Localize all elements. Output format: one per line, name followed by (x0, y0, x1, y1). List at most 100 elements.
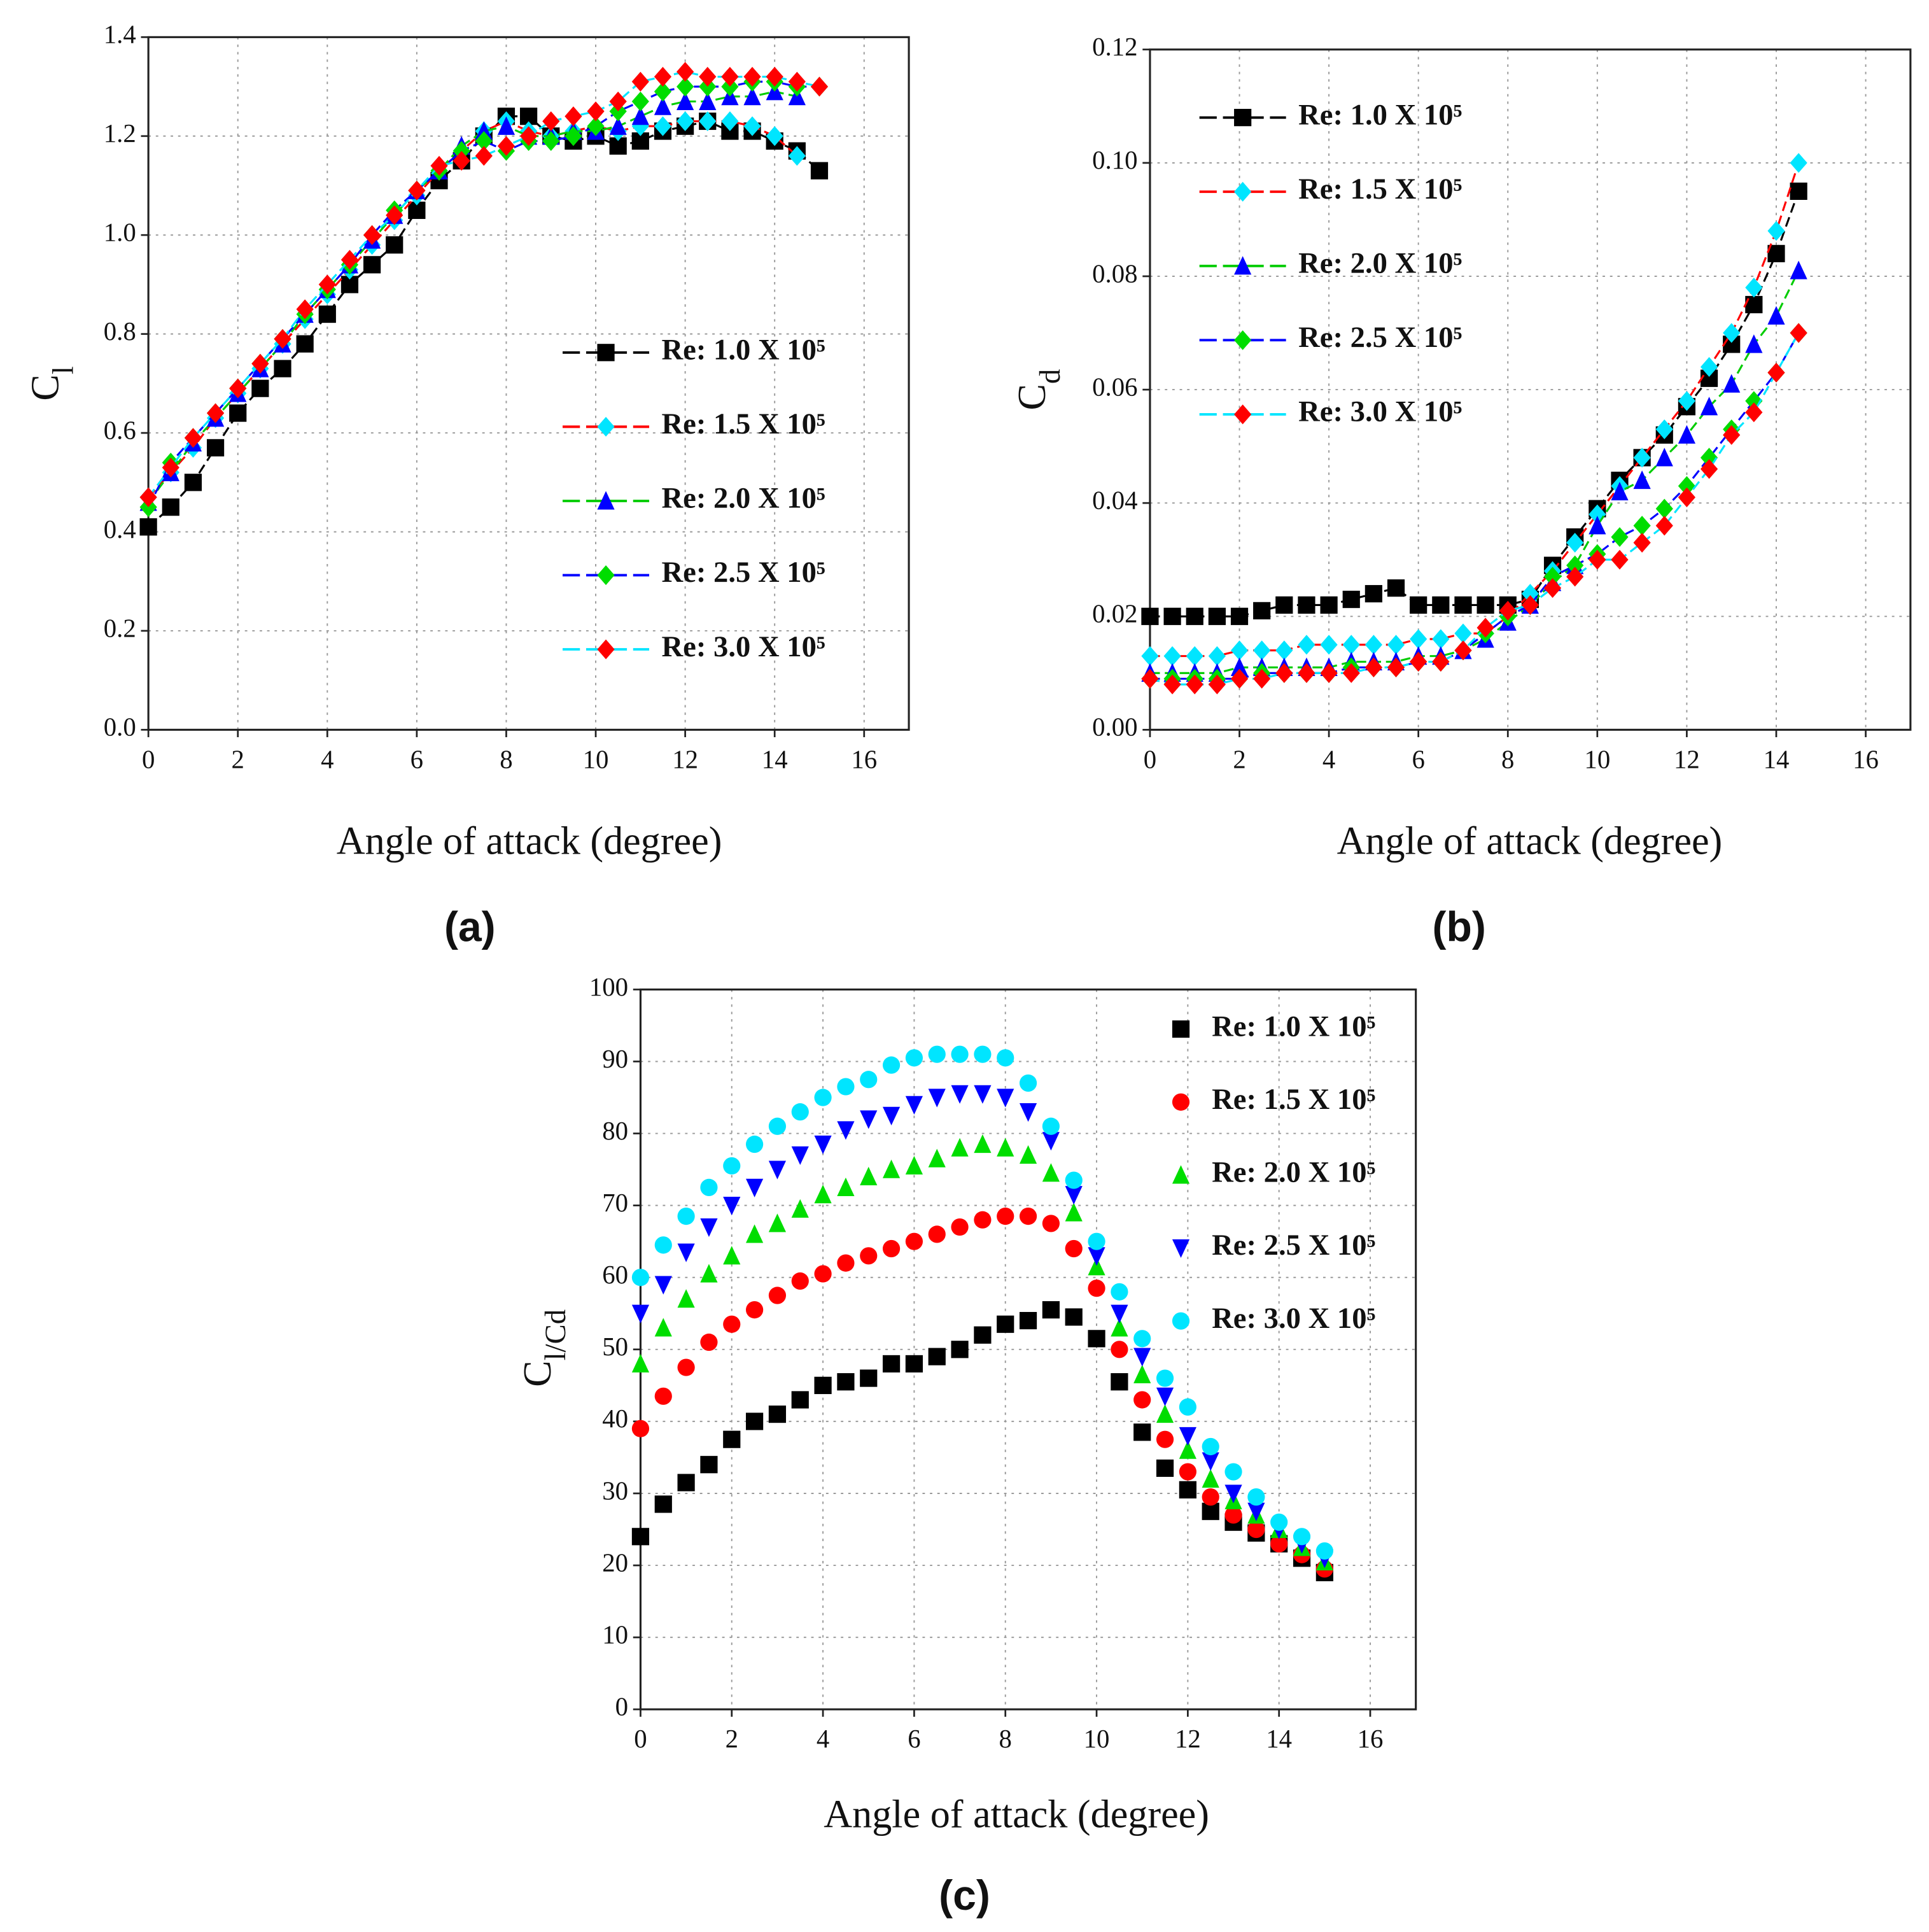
legend-label: Re: 3.0 X 10⁵ (1298, 395, 1462, 428)
marker (768, 1160, 787, 1180)
legend-marker (1172, 1020, 1190, 1038)
marker (475, 146, 493, 166)
marker (1432, 596, 1450, 614)
marker (882, 1106, 901, 1125)
y-tick-label: 1.2 (104, 119, 136, 148)
marker (631, 91, 649, 111)
marker (791, 1146, 809, 1166)
marker (1065, 1186, 1083, 1205)
marker (497, 136, 516, 156)
marker (1655, 448, 1673, 467)
marker (1202, 1488, 1219, 1506)
marker (206, 439, 225, 457)
marker (1655, 516, 1673, 536)
marker (1202, 1437, 1219, 1456)
marker (928, 1045, 946, 1063)
y-tick-label: 100 (589, 973, 628, 1001)
x-tick-label: 14 (1266, 1724, 1292, 1753)
marker (768, 1117, 787, 1135)
marker (837, 1254, 855, 1272)
marker (631, 1420, 650, 1437)
legend-label: Re: 1.0 X 10⁵ (1298, 98, 1462, 131)
x-axis-label: Angle of attack (degree) (1337, 819, 1723, 863)
y-tick-label: 0.10 (1092, 146, 1137, 174)
marker (768, 1213, 787, 1232)
marker (677, 1243, 695, 1262)
marker (723, 1315, 741, 1333)
marker (1230, 657, 1249, 677)
marker (1342, 635, 1360, 655)
marker (1275, 596, 1293, 614)
marker (1111, 1283, 1128, 1301)
marker (609, 116, 627, 135)
marker (1141, 607, 1159, 625)
marker (1208, 607, 1226, 625)
marker (745, 1135, 764, 1153)
x-tick-label: 12 (1175, 1724, 1201, 1753)
marker (1202, 1452, 1219, 1471)
plot-frame (639, 988, 1417, 1710)
marker (1133, 1391, 1151, 1409)
marker (609, 91, 627, 111)
marker (1745, 334, 1763, 353)
marker (1432, 629, 1450, 649)
marker (1065, 1239, 1083, 1258)
marker (974, 1045, 992, 1063)
marker (1611, 549, 1629, 570)
x-tick-label: 14 (1764, 745, 1790, 773)
marker (1208, 646, 1226, 666)
marker (162, 457, 179, 478)
marker (791, 1391, 809, 1409)
marker (1042, 1163, 1060, 1182)
marker (951, 1341, 969, 1358)
marker (1088, 1257, 1105, 1276)
marker (1088, 1247, 1105, 1266)
marker (1141, 646, 1159, 666)
marker (1065, 1171, 1083, 1189)
x-tick-label: 12 (1674, 745, 1700, 773)
x-tick-label: 4 (817, 1724, 829, 1753)
marker (1247, 1488, 1265, 1506)
y-tick-label: 1.4 (104, 20, 136, 49)
marker (1790, 323, 1807, 343)
legend-label: Re: 1.5 X 10⁵ (1212, 1083, 1375, 1116)
marker (1655, 498, 1673, 519)
marker (1633, 532, 1651, 553)
x-tick-label: 8 (999, 1724, 1012, 1753)
marker (1156, 1459, 1174, 1477)
marker (654, 1318, 672, 1337)
marker (1655, 419, 1673, 439)
marker (631, 106, 649, 125)
legend-label: Re: 2.0 X 10⁵ (1212, 1156, 1375, 1189)
marker (1141, 668, 1159, 689)
legend-label: Re: 3.0 X 10⁵ (661, 630, 825, 663)
marker (1133, 1330, 1151, 1348)
marker (928, 1089, 946, 1108)
marker (905, 1096, 923, 1115)
marker (1247, 1502, 1265, 1521)
marker (318, 274, 336, 295)
marker (723, 1246, 741, 1265)
marker (1790, 182, 1807, 201)
marker (1298, 596, 1315, 614)
marker (860, 1247, 878, 1265)
marker (837, 1177, 855, 1196)
marker (1088, 1280, 1105, 1297)
marker (1156, 1430, 1174, 1448)
y-axis-label-part: d (1034, 369, 1067, 384)
marker (631, 1304, 650, 1323)
marker (1410, 629, 1427, 649)
series-line (147, 90, 797, 503)
legend-marker (1172, 1093, 1190, 1111)
marker (768, 1405, 787, 1423)
y-tick-label: 20 (602, 1548, 628, 1577)
x-tick-label: 16 (851, 745, 877, 773)
marker (810, 162, 829, 180)
marker (1589, 516, 1606, 535)
marker (1133, 1423, 1151, 1441)
marker (677, 91, 694, 110)
plot-frame (147, 36, 910, 731)
marker (1019, 1208, 1037, 1225)
marker (1364, 657, 1382, 677)
y-tick-label: 10 (602, 1620, 628, 1649)
